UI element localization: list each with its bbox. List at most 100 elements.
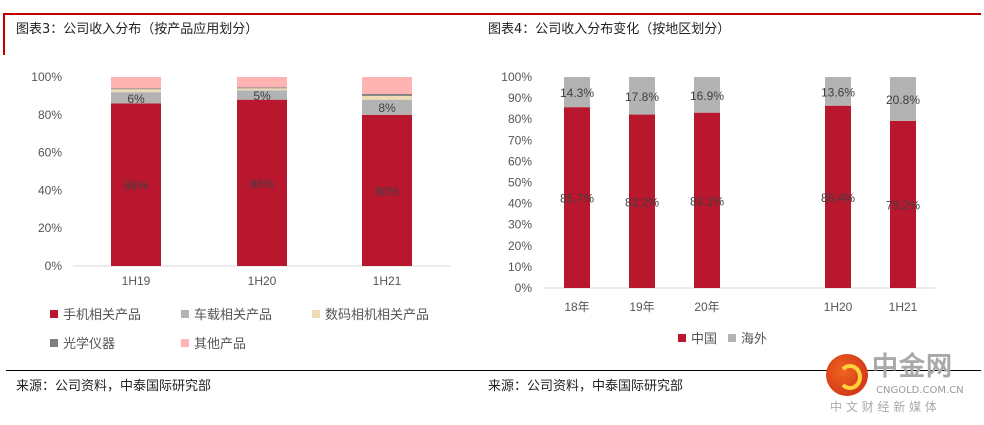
data-label: 82.2% xyxy=(625,195,659,209)
cngold-logo: 中金网 CNGOLD.COM.CN 中 文 财 经 新 媒 体 xyxy=(826,352,976,422)
bar-segment xyxy=(694,112,720,288)
legend-item: 车载相关产品 xyxy=(181,308,272,324)
legend-swatch xyxy=(181,310,189,318)
data-label: 85.7% xyxy=(560,192,594,206)
logo-slogan: 中 文 财 经 新 媒 体 xyxy=(830,400,937,414)
legend-label: 其他产品 xyxy=(194,337,247,352)
legend-item: 手机相关产品 xyxy=(50,308,141,324)
legend-label: 光学仪器 xyxy=(63,337,116,352)
bar-segment xyxy=(890,77,916,121)
y-tick-label: 20% xyxy=(508,239,532,253)
bar-segment xyxy=(362,99,412,115)
bar-segment xyxy=(825,105,851,288)
y-tick-label: 80% xyxy=(508,112,532,126)
bar-segment xyxy=(237,88,287,91)
bar-segment xyxy=(362,77,412,95)
y-tick-label: 30% xyxy=(508,218,532,232)
y-tick-label: 60% xyxy=(508,154,532,168)
bar-segment xyxy=(564,107,590,288)
figure4-title: 图表4：公司收入分布变化（按地区划分） xyxy=(488,22,731,37)
logo-emblem-icon xyxy=(826,354,868,396)
legend-swatch xyxy=(312,310,320,318)
bar-segment xyxy=(237,87,287,89)
y-tick-label: 20% xyxy=(38,221,62,235)
y-tick-label: 100% xyxy=(501,70,532,84)
data-label: 86% xyxy=(124,179,148,193)
header-rule-left xyxy=(3,13,5,55)
data-label: 83.1% xyxy=(690,194,724,208)
logo-name: 中金网 xyxy=(872,352,954,382)
header-rule xyxy=(3,13,981,15)
product-legend: 手机相关产品 车载相关产品 数码相机相关产品光学仪器 其他产品 xyxy=(50,308,470,358)
bar-segment xyxy=(111,89,161,93)
y-tick-label: 60% xyxy=(38,146,62,160)
data-label: 6% xyxy=(127,92,145,106)
y-tick-label: 100% xyxy=(31,70,62,84)
region-legend: 中国 海外 xyxy=(678,332,878,352)
data-label: 5% xyxy=(253,89,271,103)
bar-segment xyxy=(362,114,412,266)
product-revenue-chart: 0% 20% 40% 60% 80% 100% 1H19 86% 6% 1H20 88% 5% 1H21… xyxy=(31,70,451,288)
y-tick-label: 0% xyxy=(515,281,533,295)
region-revenue-chart: 0% 10% 20% 30% 40% 50% 60% 70% 80% 90% 100% 18年 85.7… xyxy=(501,70,935,314)
bar-segment xyxy=(694,77,720,113)
x-tick-label: 18年 xyxy=(564,300,589,314)
legend-item: 光学仪器 xyxy=(50,337,115,353)
figure3-source: 来源：公司资料，中泰国际研究部 xyxy=(16,379,212,394)
bar-segment xyxy=(629,114,655,288)
legend-item: 海外 xyxy=(728,332,767,348)
logo-domain: CNGOLD.COM.CN xyxy=(876,385,964,396)
bar-segment xyxy=(362,95,412,100)
bar-segment xyxy=(237,99,287,267)
figure4-source: 来源：公司资料，中泰国际研究部 xyxy=(488,379,684,394)
bar-segment xyxy=(564,77,590,108)
bar-segment xyxy=(111,88,161,90)
bar-segment xyxy=(629,77,655,115)
y-tick-label: 10% xyxy=(508,260,532,274)
legend-label: 中国 xyxy=(691,332,718,347)
data-label: 86.4% xyxy=(821,191,855,205)
y-tick-label: 90% xyxy=(508,91,532,105)
legend-label: 车载相关产品 xyxy=(194,308,273,323)
bar-segment xyxy=(111,92,161,104)
y-tick-label: 70% xyxy=(508,133,532,147)
x-tick-label: 1H20 xyxy=(824,300,853,314)
legend-swatch xyxy=(728,334,736,342)
x-tick-label: 20年 xyxy=(694,300,719,314)
bar-segment xyxy=(237,77,287,88)
bar-segment xyxy=(111,103,161,267)
legend-swatch xyxy=(678,334,686,342)
x-tick-label: 1H21 xyxy=(373,274,402,288)
x-tick-label: 19年 xyxy=(629,300,654,314)
bar-segment xyxy=(890,120,916,288)
y-tick-label: 0% xyxy=(45,259,63,273)
legend-swatch xyxy=(50,339,58,347)
legend-item: 数码相机相关产品 xyxy=(312,308,429,324)
data-label: 13.6% xyxy=(821,85,855,99)
y-tick-label: 40% xyxy=(508,197,532,211)
bar-segment xyxy=(237,90,287,100)
bar-segment xyxy=(825,77,851,106)
data-label: 17.8% xyxy=(625,90,659,104)
bar-segment xyxy=(111,77,161,89)
data-label: 16.9% xyxy=(690,89,724,103)
figure3-title: 图表3：公司收入分布（按产品应用划分） xyxy=(16,22,259,37)
data-label: 14.3% xyxy=(560,86,594,100)
y-tick-label: 50% xyxy=(508,176,532,190)
x-tick-label: 1H19 xyxy=(122,274,151,288)
data-label: 80% xyxy=(375,184,399,198)
legend-swatch xyxy=(50,310,58,318)
bar-segment xyxy=(362,94,412,96)
data-label: 88% xyxy=(250,177,274,191)
y-tick-label: 40% xyxy=(38,183,62,197)
legend-swatch xyxy=(181,339,189,347)
legend-item: 中国 xyxy=(678,332,717,348)
x-tick-label: 1H21 xyxy=(889,300,918,314)
data-label: 20.8% xyxy=(886,93,920,107)
footer-rule xyxy=(6,370,981,371)
legend-label: 数码相机相关产品 xyxy=(325,308,430,323)
data-label: 79.2% xyxy=(886,198,920,212)
data-label: 8% xyxy=(378,101,396,115)
x-tick-label: 1H20 xyxy=(248,274,277,288)
